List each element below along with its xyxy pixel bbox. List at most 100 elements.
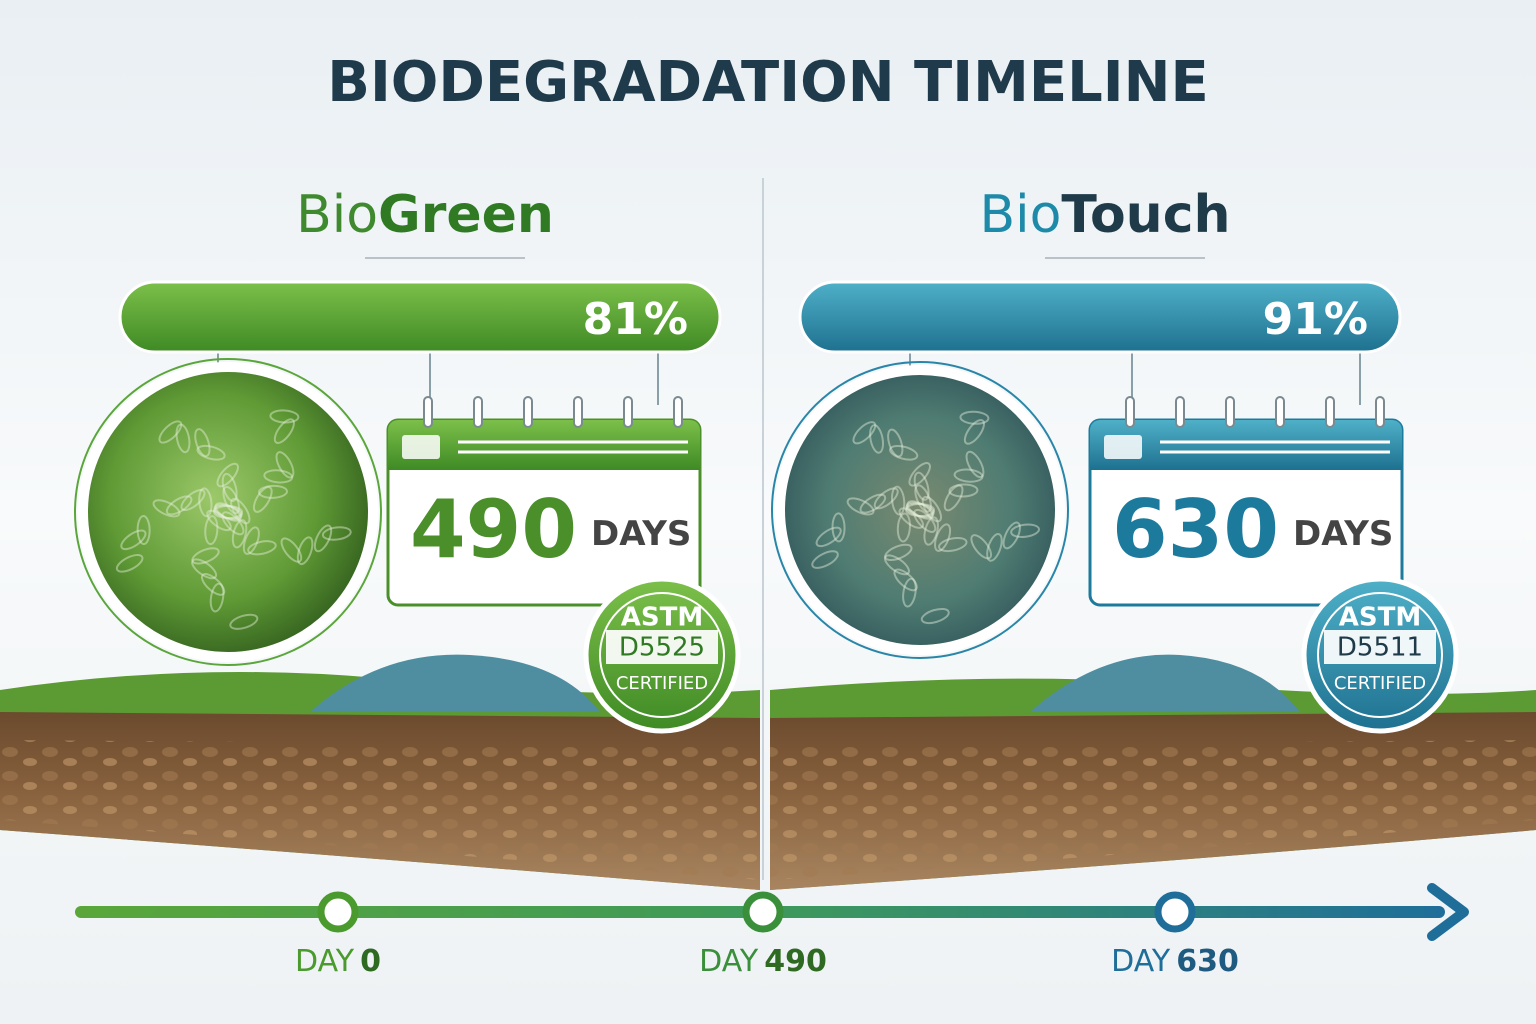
calendar-ring <box>1325 396 1335 428</box>
timeline-label: DAY 0 <box>295 944 381 979</box>
texture <box>905 503 935 517</box>
texture <box>198 487 213 518</box>
texture <box>921 495 943 523</box>
sample-image <box>775 365 1065 655</box>
texture <box>965 450 985 479</box>
texture <box>321 526 352 541</box>
label-value: 490 <box>764 944 827 979</box>
texture <box>913 471 930 501</box>
texture <box>811 550 839 569</box>
texture <box>1010 523 1040 538</box>
texture <box>209 582 225 613</box>
texture <box>242 526 260 555</box>
texture <box>873 487 899 510</box>
badge-status: CERTIFIED <box>1334 673 1426 694</box>
texture <box>269 409 300 424</box>
calendar-ring <box>573 396 583 428</box>
texture <box>963 419 985 445</box>
texture <box>986 533 1003 562</box>
badge-plate <box>1324 630 1436 664</box>
texture <box>914 484 932 513</box>
texture <box>231 519 248 549</box>
label-prefix: DAY <box>699 944 759 979</box>
texture <box>263 469 294 484</box>
calendar-ring <box>423 396 433 428</box>
texture <box>175 423 191 454</box>
texture <box>296 536 314 566</box>
texture <box>953 468 984 483</box>
product-name: BioGreen <box>296 185 554 245</box>
sample-ring <box>74 358 382 666</box>
label-value: 630 <box>1176 944 1239 979</box>
texture <box>887 428 904 458</box>
texture <box>893 568 918 592</box>
calendar-ring <box>1125 396 1135 428</box>
texture <box>158 420 183 444</box>
calendar-icon <box>1104 435 1142 459</box>
texture <box>252 486 273 513</box>
label-prefix: DAY <box>1111 944 1171 979</box>
texture <box>115 554 144 573</box>
texture <box>191 558 218 580</box>
texture <box>920 607 950 625</box>
texture <box>214 502 242 522</box>
plastic-pile-right <box>1030 654 1300 712</box>
timeline-node <box>1154 891 1196 933</box>
texture <box>120 529 147 551</box>
calendar-header <box>388 420 700 470</box>
texture <box>902 577 917 608</box>
texture <box>213 503 243 521</box>
calendar-ring <box>1275 396 1285 428</box>
texture <box>898 507 925 529</box>
progress-pill <box>798 280 1402 354</box>
calendar-icon <box>402 435 440 459</box>
texture <box>913 508 937 533</box>
calendar-ring <box>1375 396 1385 428</box>
texture <box>896 512 911 543</box>
texture <box>196 444 226 461</box>
texture <box>313 524 333 553</box>
sample-ring <box>771 361 1069 659</box>
duration: 630 DAYS <box>1112 483 1393 576</box>
texture <box>959 410 990 425</box>
title: BIODEGRADATION TIMELINE <box>327 50 1208 115</box>
texture <box>230 497 251 525</box>
texture <box>229 613 259 630</box>
texture <box>206 509 232 532</box>
texture <box>194 428 211 458</box>
badge-inner <box>599 592 725 718</box>
duration: 490 DAYS <box>410 483 691 576</box>
product-name: BioTouch <box>979 185 1230 245</box>
badge-plate <box>606 630 718 664</box>
pebbles-right <box>770 740 1536 880</box>
texture <box>938 536 968 553</box>
texture <box>846 497 875 516</box>
texture <box>869 424 885 454</box>
texture <box>247 540 277 556</box>
badge-inner <box>1317 592 1443 718</box>
badge-code: D5511 <box>1337 633 1423 663</box>
pebbles-left <box>0 740 760 880</box>
texture <box>815 526 842 548</box>
texture <box>191 547 220 565</box>
plastic-pile-left <box>310 654 600 712</box>
texture <box>213 504 243 520</box>
badge-status: CERTIFIED <box>616 673 708 694</box>
texture <box>908 462 931 487</box>
texture <box>1002 521 1021 550</box>
texture <box>859 493 887 514</box>
texture <box>884 543 913 562</box>
label-prefix: DAY <box>295 944 355 979</box>
timeline-node <box>317 891 359 933</box>
duration-unit: DAYS <box>1293 514 1393 554</box>
timeline-label: DAY 630 <box>1111 944 1239 979</box>
texture <box>943 484 964 512</box>
texture <box>273 418 295 444</box>
texture <box>221 511 245 536</box>
texture <box>221 472 238 502</box>
texture <box>180 489 206 511</box>
name-prefix: Bio <box>979 185 1061 245</box>
texture <box>923 516 939 546</box>
name-prefix: Bio <box>296 185 378 245</box>
